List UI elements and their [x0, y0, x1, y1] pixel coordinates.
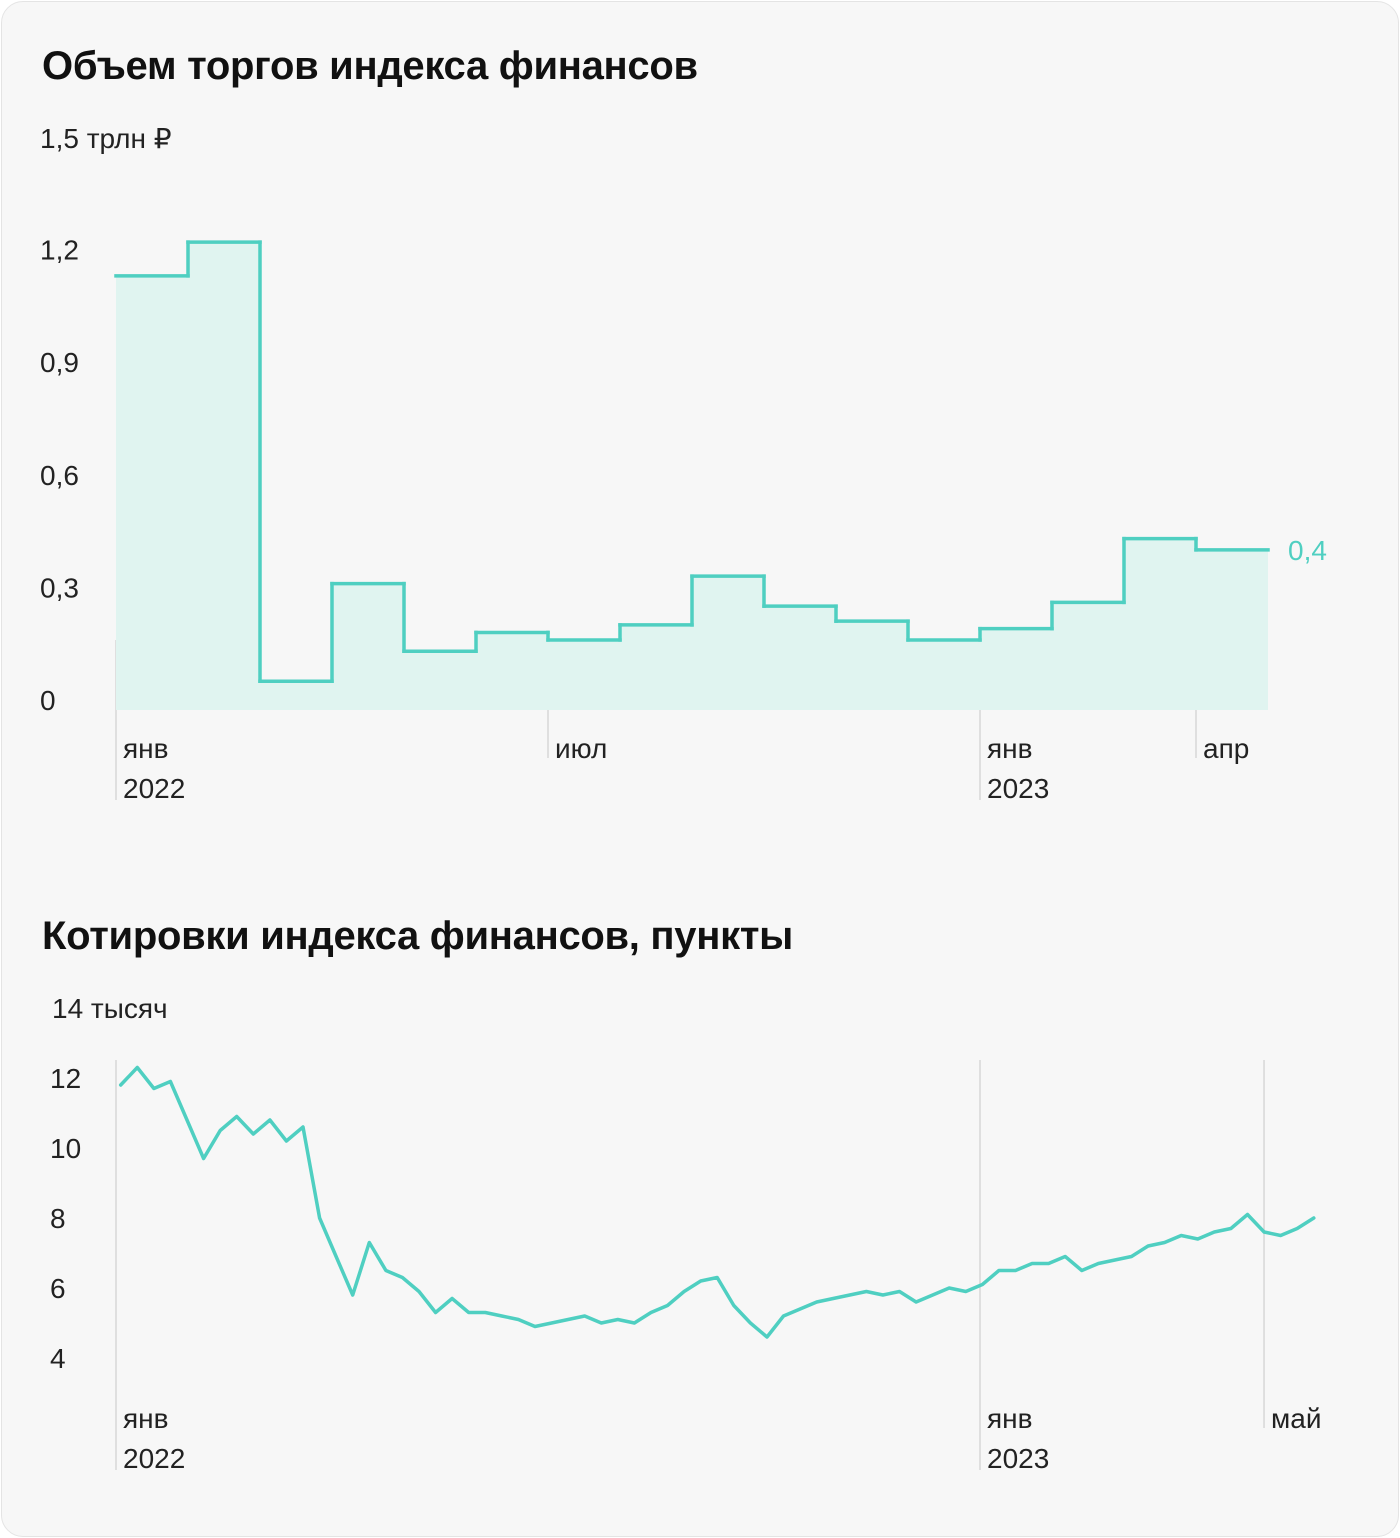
volume-area-fill	[116, 242, 1268, 711]
x-tick-month: май	[1271, 1403, 1321, 1434]
quotes-line	[118, 1065, 1316, 1339]
x-tick-month: янв	[123, 733, 169, 764]
y-tick-label: 0,9	[40, 347, 79, 378]
quotes-chart: 14 тысяч 12 10 8 6 4 янв 2022 янв 2023 май	[50, 993, 1322, 1474]
quotes-unit-label: 14 тысяч	[52, 993, 168, 1024]
y-tick-label: 10	[50, 1133, 81, 1164]
y-tick-label: 0	[40, 685, 56, 716]
x-tick-month: янв	[123, 1403, 169, 1434]
volume-y-ticks: 1,2 0,9 0,6 0,3 0	[40, 235, 79, 716]
x-tick-month: янв	[987, 733, 1033, 764]
y-tick-label: 4	[50, 1343, 66, 1374]
x-tick-month: апр	[1203, 733, 1249, 764]
y-tick-label: 0,3	[40, 572, 79, 603]
x-tick-month: янв	[987, 1403, 1033, 1434]
volume-unit-label: 1,5 трлн ₽	[40, 123, 172, 154]
quotes-series-line	[118, 1065, 1316, 1339]
x-tick-month: июл	[555, 733, 607, 764]
quotes-y-ticks: 12 10 8 6 4	[50, 1063, 81, 1374]
volume-series-line	[114, 240, 1270, 683]
y-tick-label: 12	[50, 1063, 81, 1094]
y-tick-label: 1,2	[40, 235, 79, 266]
x-tick-year: 2023	[987, 1443, 1049, 1474]
quotes-x-gridlines	[115, 1060, 1265, 1470]
y-tick-label: 0,6	[40, 460, 79, 491]
x-tick-year: 2022	[123, 773, 185, 804]
volume-last-value-label: 0,4	[1288, 535, 1327, 566]
chart-title-volume: Объем торгов индекса финансов	[42, 44, 698, 88]
y-tick-label: 6	[50, 1273, 66, 1304]
quotes-x-labels: янв 2022 янв 2023 май	[123, 1403, 1322, 1474]
y-tick-label: 8	[50, 1203, 66, 1234]
chart-title-quotes: Котировки индекса финансов, пункты	[42, 914, 793, 958]
volume-x-labels: янв 2022 июл янв 2023 апр	[123, 733, 1249, 804]
x-tick-year: 2022	[123, 1443, 185, 1474]
x-tick-year: 2023	[987, 773, 1049, 804]
